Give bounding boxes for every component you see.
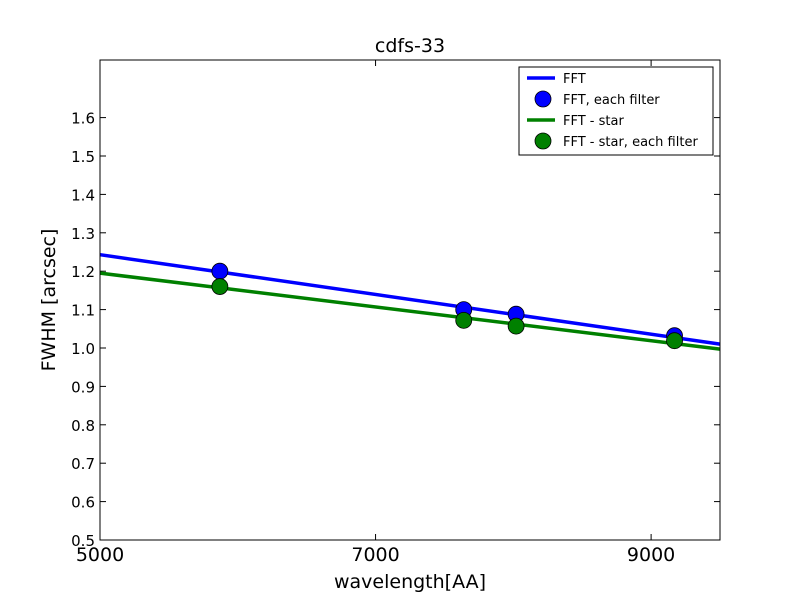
y-tick-label: 0.8	[71, 417, 95, 435]
y-tick-label: 1.6	[71, 110, 95, 128]
series-point	[211, 278, 229, 295]
legend-marker-swatch	[534, 132, 552, 150]
ticks-layer: 5000 7000 9000 0.5 0.6 0.7 0.8 0.9 1.0 1.1 1.2 1.3 1…	[71, 60, 720, 566]
series-layer	[99, 252, 721, 351]
plot-frame	[99, 59, 721, 541]
series-line	[99, 271, 721, 351]
y-tick-label: 0.9	[71, 378, 95, 396]
series-line	[99, 252, 721, 346]
x-axis-label: wavelength[AA]	[334, 571, 486, 593]
x-tick-label: 5000	[76, 544, 124, 566]
y-tick-label: 0.6	[71, 494, 95, 512]
chart-title: cdfs-33	[375, 35, 445, 57]
y-tick-label: 1.4	[71, 186, 95, 204]
series-point	[507, 317, 525, 335]
series-point	[666, 332, 683, 350]
y-tick-label: 1.0	[71, 340, 95, 358]
series-point	[455, 311, 473, 329]
legend-label: FFT, each filter	[563, 93, 660, 108]
y-tick-label: 0.5	[71, 532, 95, 550]
legend: FFT FFT, each filter FFT - star FFT - star,…	[518, 66, 714, 156]
legend-marker-swatch	[534, 90, 552, 108]
legend-label: FFT - star	[563, 114, 624, 129]
y-tick-label: 1.5	[71, 148, 95, 166]
series-point	[211, 262, 229, 280]
x-tick-label: 9000	[627, 544, 675, 566]
y-tick-label: 1.2	[71, 263, 95, 281]
y-tick-label: 1.1	[71, 302, 95, 320]
legend-label: FFT - star, each filter	[563, 135, 698, 150]
legend-entries: FFT FFT, each filter FFT - star FFT - star,…	[527, 72, 698, 150]
x-tick-label: 7000	[351, 544, 399, 566]
y-axis-label: FWHM [arcsec]	[38, 229, 60, 372]
y-tick-label: 1.3	[71, 225, 95, 243]
y-tick-label: 0.7	[71, 455, 95, 473]
legend-label: FFT	[563, 72, 586, 87]
